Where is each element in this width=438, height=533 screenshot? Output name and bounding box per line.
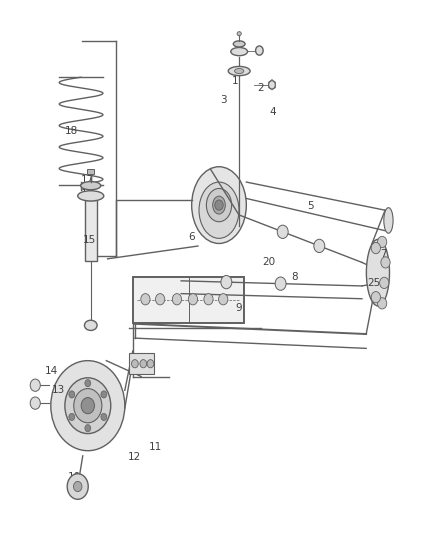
Circle shape	[219, 294, 228, 305]
Text: 18: 18	[64, 126, 78, 136]
Circle shape	[371, 292, 381, 303]
Ellipse shape	[384, 208, 393, 233]
Circle shape	[69, 414, 75, 421]
Circle shape	[74, 481, 82, 491]
Text: 15: 15	[83, 235, 96, 245]
Ellipse shape	[233, 41, 245, 47]
Circle shape	[380, 277, 389, 288]
Text: 2: 2	[258, 84, 265, 93]
Circle shape	[140, 360, 147, 368]
Circle shape	[65, 378, 111, 433]
Circle shape	[204, 294, 213, 305]
Circle shape	[74, 389, 102, 423]
Circle shape	[30, 397, 40, 409]
Text: 7: 7	[381, 249, 387, 259]
Bar	[88, 169, 94, 174]
Bar	[129, 353, 154, 374]
Circle shape	[381, 257, 390, 268]
Circle shape	[275, 277, 286, 290]
Ellipse shape	[85, 320, 97, 330]
Text: 3: 3	[220, 95, 226, 104]
Circle shape	[30, 379, 40, 391]
Ellipse shape	[206, 189, 232, 222]
Ellipse shape	[81, 182, 101, 190]
Circle shape	[85, 379, 91, 387]
Text: 16: 16	[81, 189, 95, 199]
Circle shape	[221, 276, 232, 289]
Circle shape	[378, 236, 387, 247]
Circle shape	[101, 414, 107, 421]
Circle shape	[51, 361, 125, 451]
Text: 5: 5	[307, 201, 314, 211]
Circle shape	[101, 391, 107, 398]
Circle shape	[314, 239, 325, 253]
Text: 4: 4	[269, 107, 276, 117]
Ellipse shape	[228, 67, 250, 76]
Ellipse shape	[256, 46, 263, 55]
Circle shape	[81, 398, 95, 414]
Circle shape	[188, 294, 198, 305]
Bar	[85, 200, 97, 261]
Circle shape	[378, 298, 387, 309]
Text: 14: 14	[45, 366, 58, 376]
Ellipse shape	[237, 31, 241, 36]
Text: 12: 12	[127, 452, 141, 462]
Ellipse shape	[268, 81, 276, 89]
Circle shape	[69, 391, 75, 398]
Text: 11: 11	[148, 442, 162, 451]
Bar	[133, 277, 244, 323]
Text: 17: 17	[81, 174, 95, 184]
Text: 10: 10	[67, 472, 81, 482]
Ellipse shape	[235, 68, 244, 74]
Circle shape	[277, 225, 288, 238]
Circle shape	[131, 360, 138, 368]
Circle shape	[67, 474, 88, 499]
Circle shape	[85, 425, 91, 432]
Text: 13: 13	[52, 385, 65, 395]
Ellipse shape	[366, 239, 389, 306]
Circle shape	[215, 200, 223, 210]
Text: 20: 20	[262, 257, 275, 268]
Text: 9: 9	[236, 303, 243, 313]
Ellipse shape	[213, 196, 225, 214]
Circle shape	[371, 243, 381, 254]
Circle shape	[141, 294, 150, 305]
Ellipse shape	[78, 191, 104, 201]
Ellipse shape	[231, 47, 247, 55]
Text: 1: 1	[232, 76, 238, 86]
Ellipse shape	[199, 182, 239, 238]
Text: 6: 6	[188, 232, 195, 242]
Ellipse shape	[192, 167, 246, 244]
Circle shape	[155, 294, 165, 305]
Circle shape	[147, 360, 154, 368]
Text: 25: 25	[367, 278, 380, 288]
Circle shape	[172, 294, 182, 305]
Text: 8: 8	[291, 272, 298, 282]
